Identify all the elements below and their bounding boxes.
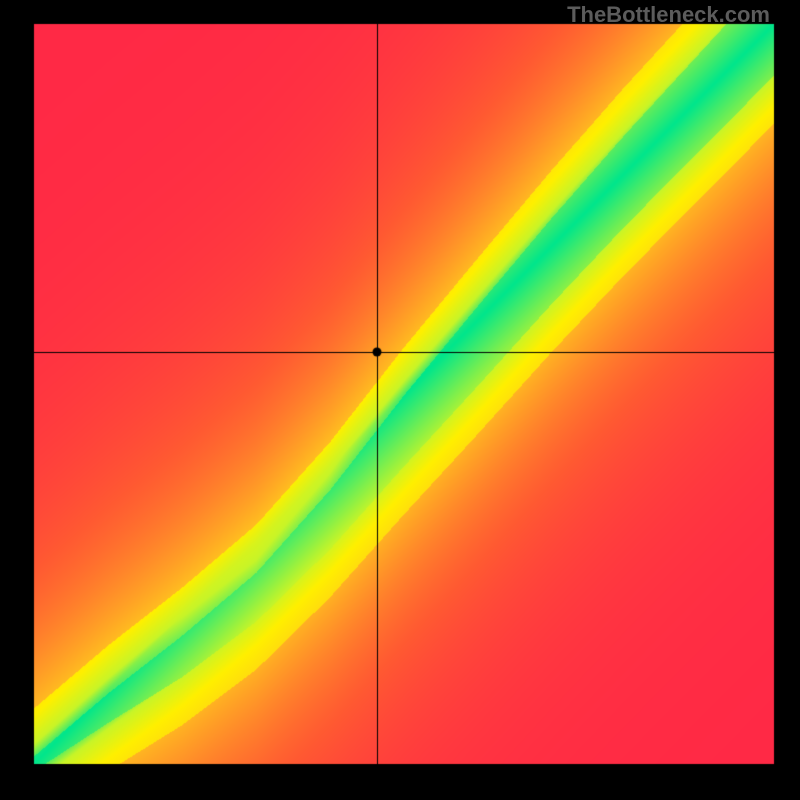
bottleneck-heatmap: [0, 0, 800, 800]
chart-container: TheBottleneck.com: [0, 0, 800, 800]
